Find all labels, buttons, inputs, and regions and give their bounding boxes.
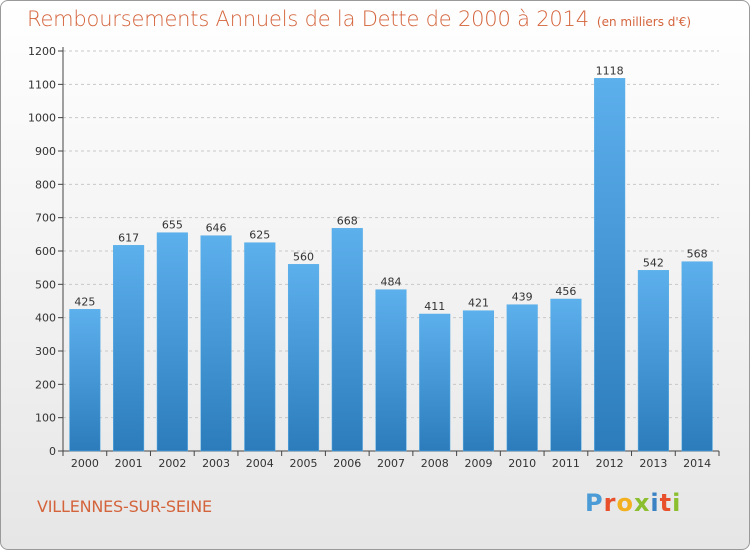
logo-letter: P (585, 489, 604, 517)
x-tick-label: 2001 (115, 457, 143, 470)
bar (69, 309, 101, 452)
logo-letter: r (603, 489, 617, 517)
x-tick-label: 2005 (290, 457, 318, 470)
bar (550, 298, 582, 452)
logo-letter: t (659, 489, 673, 517)
y-tick-label: 300 (35, 345, 56, 358)
x-tick-label: 2014 (683, 457, 711, 470)
y-tick-label: 500 (35, 278, 56, 291)
data-label: 568 (687, 248, 708, 261)
title-unit: (en milliers d'€) (596, 15, 692, 29)
data-label: 542 (643, 256, 664, 269)
y-tick-label: 400 (35, 312, 56, 325)
data-label: 456 (555, 285, 576, 298)
data-label: 625 (249, 229, 270, 242)
bar (331, 228, 363, 452)
chart-title: Remboursements Annuels de la Dette de 20… (27, 7, 691, 31)
data-label: 617 (118, 231, 139, 244)
x-tick-label: 2008 (421, 457, 449, 470)
data-label: 439 (512, 291, 533, 304)
bar (375, 289, 407, 452)
data-label: 646 (206, 222, 227, 235)
x-tick-label: 2003 (202, 457, 230, 470)
data-label: 421 (468, 297, 489, 310)
x-tick-label: 2006 (333, 457, 361, 470)
bar (200, 235, 232, 452)
logo-letter: i (650, 489, 660, 517)
data-label: 560 (293, 250, 314, 263)
x-tick-label: 2010 (508, 457, 536, 470)
data-label: 425 (74, 295, 95, 308)
x-tick-label: 2002 (158, 457, 186, 470)
logo-letter: x (633, 489, 651, 517)
data-label: 655 (162, 219, 183, 232)
bar (637, 270, 669, 452)
bar (156, 232, 188, 452)
y-tick-label: 0 (49, 445, 56, 458)
y-tick-label: 800 (35, 178, 56, 191)
data-label: 484 (381, 276, 402, 289)
bar (287, 264, 320, 452)
x-tick-label: 2004 (246, 457, 274, 470)
x-tick-label: 2000 (71, 457, 99, 470)
y-tick-label: 1100 (28, 78, 56, 91)
x-tick-label: 2012 (596, 457, 624, 470)
bar (419, 313, 451, 452)
bar (244, 242, 276, 452)
y-tick-label: 900 (35, 145, 56, 158)
data-label: 411 (424, 300, 445, 313)
y-tick-label: 600 (35, 245, 56, 258)
y-tick-label: 100 (35, 412, 56, 425)
x-tick-label: 2009 (464, 457, 492, 470)
bar (681, 261, 713, 452)
x-tick-label: 2013 (639, 457, 667, 470)
x-tick-label: 2007 (377, 457, 405, 470)
data-label: 668 (337, 214, 358, 227)
town-name: VILLENNES-SUR-SEINE (37, 497, 212, 516)
bar (113, 245, 145, 452)
y-tick-label: 200 (35, 378, 56, 391)
y-tick-label: 1200 (28, 45, 56, 58)
y-tick-label: 700 (35, 212, 56, 225)
bar (506, 304, 538, 452)
x-tick-label: 2011 (552, 457, 580, 470)
proxiti-logo: Proxiti (585, 489, 681, 517)
bar (462, 310, 495, 452)
logo-letter: o (616, 489, 634, 517)
title-main: Remboursements Annuels de la Dette de 20… (27, 7, 589, 31)
y-tick-label: 1000 (28, 112, 56, 125)
bar (594, 78, 626, 452)
logo-letter: i (672, 489, 682, 517)
data-label: 1118 (596, 64, 624, 77)
